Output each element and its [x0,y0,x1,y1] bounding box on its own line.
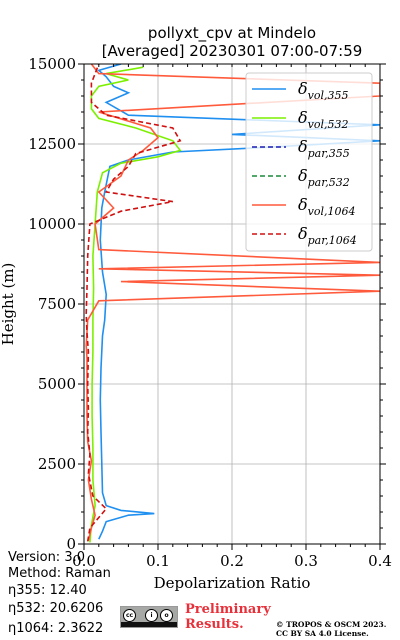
preliminary-line2: Results. [185,617,244,632]
legend-label: δpar,1064 [298,224,357,247]
x-tick-label: 0.2 [220,552,244,570]
legend-label: δvol,355 [298,79,349,102]
y-tick-label: 10000 [28,215,76,233]
series-line-5 [85,64,182,542]
preliminary-results-note: Preliminary Results. [185,602,271,632]
legend-label: δpar,532 [298,166,350,189]
copyright-line2: CC BY SA 4.0 License. [276,629,369,638]
series-line-0 [97,64,380,540]
x-tick-label: 0.1 [146,552,170,570]
axis-ticks: 0.0 0.1 0.2 0.3 0.4 0 2500 5000 7500 10000 12500 15… [28,55,392,570]
y-tick-label: 15000 [28,55,76,73]
legend-label: δvol,1064 [298,195,356,218]
preliminary-line1: Preliminary [185,602,271,617]
series-line-1 [89,66,182,543]
chart-title-line2: [Averaged] 20230301 07:00-07:59 [101,42,363,60]
legend: δvol,355 δvol,532 δpar,355 δpar,532 δvol,106… [245,72,373,252]
legend-label: δvol,532 [298,108,349,131]
y-tick-label: 2500 [38,455,76,473]
legend-label: δpar,355 [298,137,350,160]
y-axis-label: Height (m) [0,263,17,346]
version-text: Version: 3.0 [8,550,85,565]
y-tick-label: 5000 [38,375,76,393]
x-tick-label: 0.3 [294,552,318,570]
cc-by-sa-icon: cc i o [120,606,178,628]
copyright-line1: © TROPOS & OSCM 2023. [276,620,387,629]
eta1064-text: η1064: 2.3622 [8,621,104,636]
x-tick-label: 0.0 [72,552,96,570]
y-tick-label: 0 [66,535,76,553]
x-axis-label: Depolarization Ratio [154,574,311,592]
series-layer [85,64,380,543]
copyright-note: © TROPOS & OSCM 2023. CC BY SA 4.0 Licen… [276,620,386,638]
eta532-text: η532: 20.6206 [8,601,104,616]
y-tick-label: 7500 [38,295,76,313]
chart-title-line1: pollyxt_cpv at Mindelo [147,24,317,42]
eta355-text: η355: 12.40 [8,583,87,598]
y-tick-label: 12500 [28,135,76,153]
method-text: Method: Raman [8,566,111,581]
x-tick-label: 0.4 [368,552,392,570]
